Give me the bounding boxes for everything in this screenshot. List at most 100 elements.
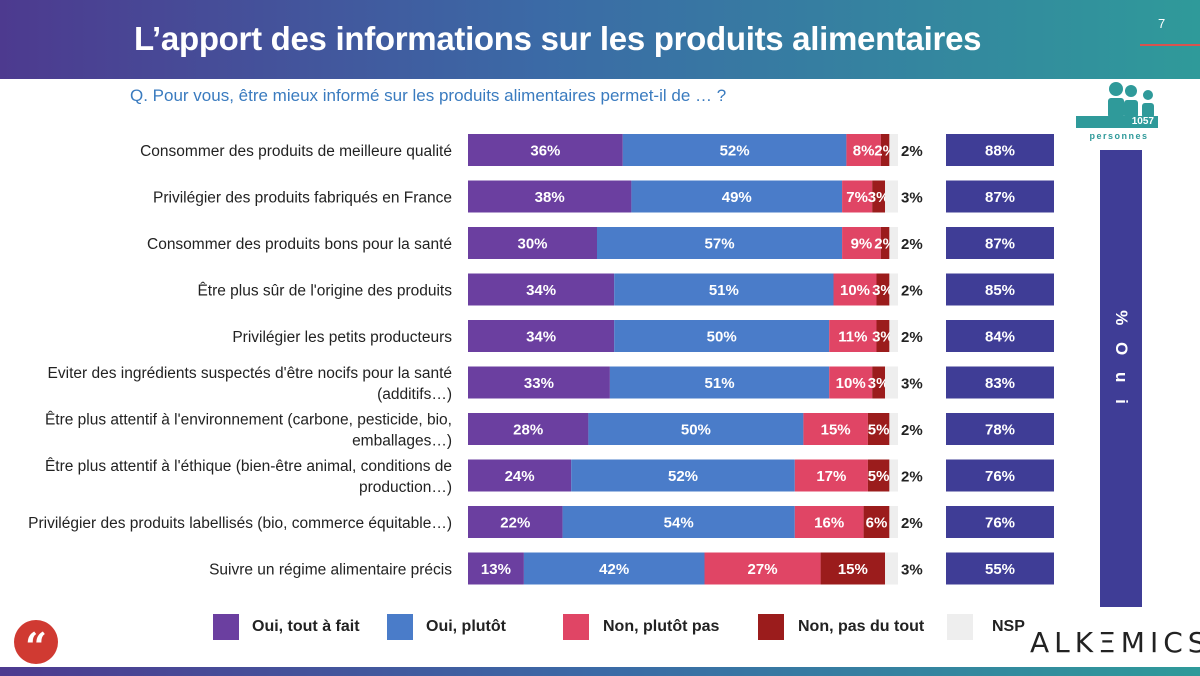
bar-segment-pas-du-tout [876,273,890,306]
page-title: L’apport des informations sur les produi… [134,20,982,57]
data-label-plutot: 51% [705,375,735,392]
survey-question: Q. Pour vous, être mieux informé sur les… [130,86,727,105]
legend-label-pas-du-tout: Non, pas du tout [798,618,925,635]
oui-total-label: 76% [985,515,1015,532]
bar-segment-pas-du-tout [876,320,890,352]
data-label-pas-du-tout: 3% [868,375,890,392]
bar-segment-nsp [889,320,898,352]
bar-segment-plutot-pas [833,273,877,306]
data-label-plutot: 54% [664,515,694,532]
bar-segment-plutot [622,134,847,166]
data-label-nsp: 2% [901,283,923,300]
data-label-nsp: 2% [901,143,923,160]
bar-segment-nsp [889,134,898,166]
legend-label-plutot-pas: Non, plutôt pas [603,618,720,635]
oui-total-label: 83% [985,375,1015,392]
bar-segment-plutot-pas [829,320,877,352]
data-label-plutot-pas: 10% [840,282,870,299]
data-label-plutot-pas: 15% [821,422,851,439]
data-label-plutot-pas: 7% [846,189,868,206]
category-label: production…) [359,479,452,496]
bar-segment-plutot [614,273,834,306]
legend-swatch-plutot-pas [563,614,589,640]
category-label: emballages…) [352,433,452,450]
data-label-plutot: 52% [668,468,698,485]
bar-segment-pas-du-tout [872,366,886,399]
bar-segment-plutot-pas [842,227,881,259]
oui-total-label: 78% [985,422,1015,439]
data-label-nsp: 3% [901,190,923,207]
legend-label-nsp: NSP [992,618,1025,635]
header-banner: L’apport des informations sur les produi… [0,0,1200,79]
bar-segment-pas-du-tout [867,413,890,445]
data-label-nsp: 2% [901,515,923,532]
bar-segment-plutot [631,180,843,213]
oui-total-label: 76% [985,468,1015,485]
bar-segment-tout-a-fait [468,366,610,399]
data-label-plutot-pas: 10% [836,375,866,392]
bar-segment-tout-a-fait [468,459,572,492]
bar-segment-tout-a-fait [468,413,589,445]
sample-count: 1057 [1076,116,1158,128]
data-label-plutot-pas: 17% [816,468,846,485]
oui-total-box [946,552,1054,585]
bar-segment-pas-du-tout [863,506,890,538]
bar-segment-nsp [889,273,898,306]
data-label-pas-du-tout: 3% [872,329,894,346]
quote-icon: “ [14,620,58,669]
oui-total-box [946,459,1054,492]
bar-segment-nsp [889,459,898,492]
bar-segment-pas-du-tout [880,227,890,259]
legend-swatch-nsp [947,614,973,640]
legend-label-tout-a-fait: Oui, tout à fait [252,618,360,635]
category-label: Privilégier des produits labellisés (bio… [28,515,452,532]
oui-total-box [946,134,1054,166]
oui-total-label: 85% [985,282,1015,299]
legend-swatch-tout-a-fait [213,614,239,640]
bar-segment-plutot-pas [704,552,821,585]
bar-segment-nsp [889,227,898,259]
bar-segment-tout-a-fait [468,180,632,213]
bar-segment-tout-a-fait [468,273,615,306]
bar-segment-pas-du-tout [872,180,886,213]
bar-segment-pas-du-tout [880,134,890,166]
data-label-tout-a-fait: 36% [530,143,560,160]
bar-segment-plutot [614,320,830,352]
oui-total-label: 88% [985,143,1015,160]
oui-total-label: 55% [985,561,1015,578]
category-label: Privilégier des produits fabriqués en Fr… [153,190,452,207]
data-label-plutot-pas: 8% [853,143,875,160]
data-label-nsp: 2% [901,236,923,253]
footer-band [0,667,1200,676]
data-label-plutot: 49% [722,189,752,206]
oui-axis-bar [1100,150,1142,607]
data-label-tout-a-fait: 34% [526,329,556,346]
bar-segment-plutot-pas [829,366,873,399]
oui-total-box [946,413,1054,445]
data-label-tout-a-fait: 13% [481,561,511,578]
category-label: Eviter des ingrédients suspectés d'être … [48,365,452,382]
sample-label: personnes [1089,131,1149,141]
category-label: (additifs…) [377,386,452,403]
header-accent-line [1140,44,1200,46]
data-label-plutot: 57% [705,236,735,253]
bar-segment-nsp [889,413,898,445]
category-label: Privilégier les petits producteurs [232,329,452,346]
category-label: Être plus attentif à l'éthique (bien-êtr… [45,458,452,475]
legend-swatch-plutot [387,614,413,640]
data-label-plutot-pas: 11% [838,329,867,346]
legend-swatch-pas-du-tout [758,614,784,640]
data-label-plutot: 52% [720,143,750,160]
data-label-tout-a-fait: 33% [524,375,554,392]
data-label-nsp: 2% [901,422,923,439]
bar-segment-nsp [885,180,898,213]
data-label-pas-du-tout: 6% [866,515,888,532]
bar-segment-plutot [562,506,795,538]
category-label: Consommer des produits bons pour la sant… [147,236,452,253]
data-label-plutot: 51% [709,282,739,299]
bar-segment-plutot-pas [842,180,873,213]
oui-total-label: 87% [985,189,1015,206]
data-label-pas-du-tout: 3% [872,282,894,299]
bar-segment-plutot-pas [794,506,864,538]
category-label: Être plus attentif à l'environnement (ca… [45,412,452,429]
